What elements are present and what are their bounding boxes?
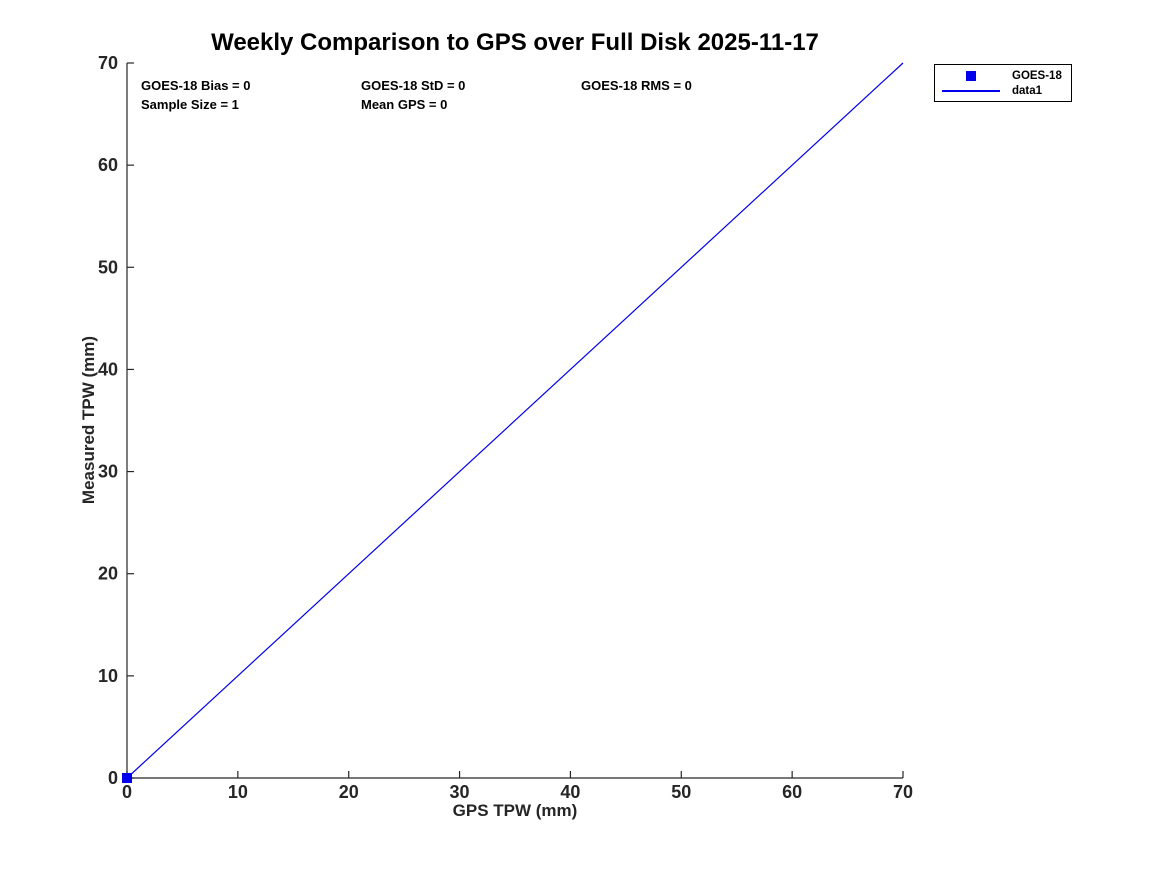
stat-std: GOES-18 StD = 0 [361,78,466,93]
legend-item-goes18: GOES-18 [935,68,1071,83]
y-tick-label: 40 [98,359,118,379]
series-marker-GOES-18 [122,773,132,783]
y-tick-label: 10 [98,666,118,686]
stat-sample-size: Sample Size = 1 [141,97,239,112]
x-tick-label: 70 [893,782,913,802]
x-tick-label: 40 [560,782,580,802]
stat-bias: GOES-18 Bias = 0 [141,78,251,93]
y-tick-label: 60 [98,155,118,175]
y-tick-label: 20 [98,564,118,584]
legend-label: GOES-18 [1012,69,1062,82]
legend-item-data1: data1 [935,83,1071,98]
x-tick-label: 10 [228,782,248,802]
x-tick-label: 60 [782,782,802,802]
y-tick-label: 30 [98,462,118,482]
stat-rms: GOES-18 RMS = 0 [581,78,692,93]
y-tick-label: 0 [108,768,118,788]
y-tick-label: 70 [98,53,118,73]
y-axis-label: Measured TPW (mm) [79,335,98,505]
legend-glyph-area [935,89,1007,92]
x-tick-label: 0 [122,782,132,802]
stat-mean-gps: Mean GPS = 0 [361,97,448,112]
x-tick-label: 50 [671,782,691,802]
chart-title: Weekly Comparison to GPS over Full Disk … [211,29,819,56]
square-marker-icon [966,70,976,81]
line-icon [942,89,1000,92]
x-tick-label: 30 [450,782,470,802]
series-line-data1 [126,62,904,779]
legend-label: data1 [1012,84,1043,97]
y-tick-label: 50 [98,257,118,277]
x-tick-label: 20 [339,782,359,802]
x-axis-label: GPS TPW (mm) [452,801,578,820]
legend: GOES-18 data1 [934,64,1072,102]
legend-glyph-area [935,70,1007,81]
